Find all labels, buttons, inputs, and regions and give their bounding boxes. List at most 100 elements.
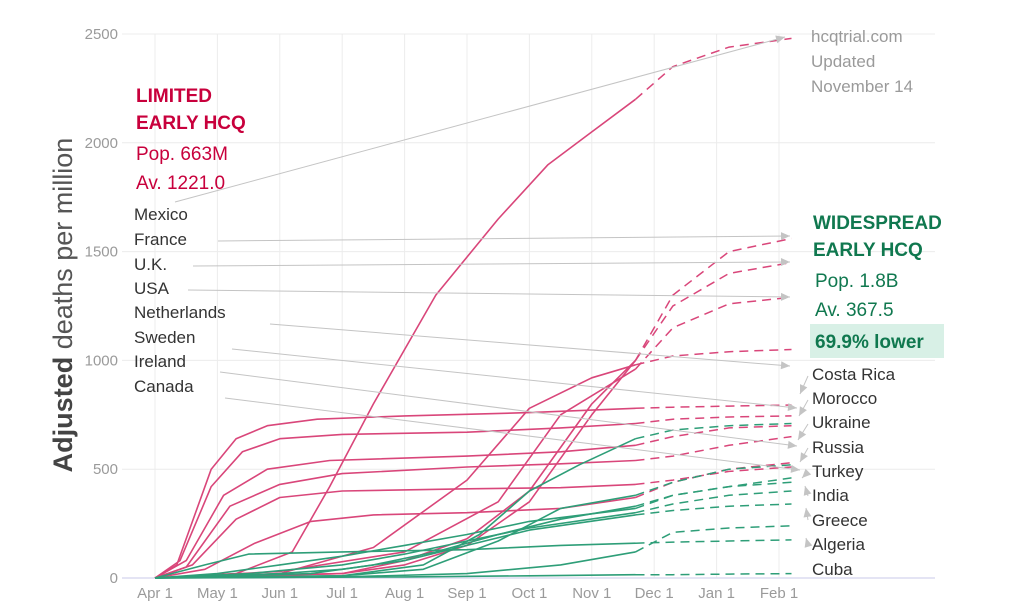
y-tick-label: 1500 [85,244,118,261]
limited-projection-line [635,404,792,410]
limited-country-label: U.K. [134,255,167,274]
limited-series-line [154,496,636,579]
limited-series-line [154,422,636,579]
y-tick-label: 0 [110,570,118,587]
widespread-projection-line [635,477,792,507]
x-tick-label: Jul 1 [326,585,358,602]
credit-line-1: hcqtrial.com [811,27,903,46]
widespread-title-2: EARLY HCQ [813,240,923,261]
widespread-country-label: Greece [812,511,868,530]
limited-projection-line [634,261,792,361]
lower-badge-bg [810,324,944,358]
widespread-projection-line [635,490,792,514]
gridlines [122,33,935,579]
limited-projection-line [635,37,792,100]
widespread-projection-line [635,503,792,516]
label-arrow [799,375,809,395]
label-arrow [187,289,791,301]
credit: hcqtrial.com Updated November 14 [811,27,913,96]
widespread-country-label: Russia [812,438,865,457]
limited-legend: LIMITED EARLY HCQ Pop. 663M Av. 1221.0 [136,86,246,194]
axis-ticks: 0 500 1000 1500 2000 2500 Apr 1 May 1 Jun 1 Jul 1… [85,26,799,602]
label-arrow [803,507,812,521]
label-arrow [804,537,813,548]
limited-title-2: EARLY HCQ [136,113,246,134]
limited-country-label: Canada [134,377,194,396]
y-tick-label: 2000 [85,135,118,152]
label-arrow [174,35,786,203]
label-arrow [192,258,791,267]
limited-avg: Av. 1221.0 [136,173,225,194]
widespread-pop: Pop. 1.8B [815,271,898,292]
x-tick-label: Feb 1 [760,585,798,602]
widespread-country-label: Algeria [812,535,865,554]
widespread-series-line [154,542,636,579]
limited-series-line [154,98,636,579]
limited-country-label: Ireland [134,352,186,371]
limited-country-label: France [134,230,187,249]
limited-projection-line [635,461,792,499]
label-arrow [231,348,798,412]
lower-badge: 69.9% lower [815,332,924,353]
x-tick-label: Sep 1 [447,585,486,602]
limited-country-label: Netherlands [134,303,226,322]
y-tick-label: 1000 [85,352,118,369]
x-tick-label: Apr 1 [137,585,173,602]
y-axis-title: Adjusted deaths per million [48,138,78,473]
widespread-series-line [154,514,636,579]
label-arrow [797,423,809,441]
widespread-projection-line [635,464,792,497]
credit-line-2: Updated [811,52,875,71]
label-arrows [174,35,813,548]
limited-projection-line [635,424,792,447]
limited-country-labels: Mexico France U.K. USA Netherlands Sweden Irel… [134,205,226,396]
x-tick-label: Aug 1 [385,585,424,602]
widespread-country-label: Cuba [812,560,853,579]
widespread-country-label: India [812,486,849,505]
label-arrow [269,323,791,370]
widespread-title-1: WIDESPREAD [813,213,942,234]
label-arrow [224,397,801,473]
label-arrow [801,468,812,479]
label-arrow [803,485,812,497]
label-arrow [798,399,809,417]
widespread-country-label: Costa Rica [812,365,896,384]
x-tick-label: Nov 1 [572,585,611,602]
x-tick-label: Oct 1 [511,585,547,602]
y-tick-label: 500 [93,461,118,478]
series-lines [154,37,792,579]
widespread-projection-line [635,572,792,576]
widespread-avg: Av. 367.5 [815,300,894,321]
limited-projection-line [635,348,792,366]
x-tick-label: Jan 1 [698,585,735,602]
limited-projection-line [635,415,792,425]
x-tick-label: Jun 1 [261,585,298,602]
label-arrow [799,447,809,463]
limited-projection-line [634,296,792,370]
limited-series-line [154,483,636,579]
limited-country-label: USA [134,279,170,298]
widespread-projection-line [635,481,792,510]
widespread-legend: WIDESPREAD EARLY HCQ Pop. 1.8B Av. 367.5… [810,213,944,358]
widespread-projection-line [635,422,792,440]
limited-series-line [154,444,636,579]
limited-title-1: LIMITED [136,86,212,107]
widespread-series-line [154,507,636,579]
limited-country-label: Sweden [134,328,195,347]
y-tick-label: 2500 [85,26,118,43]
widespread-series-line [154,494,636,579]
widespread-country-label: Morocco [812,389,877,408]
limited-series-line [154,407,636,579]
widespread-series-line [154,511,636,579]
limited-pop: Pop. 663M [136,144,228,165]
widespread-country-label: Ukraine [812,413,871,432]
limited-series-line [154,459,636,579]
widespread-projection-line [635,525,792,553]
widespread-series-line [154,505,636,579]
label-arrow [217,232,791,242]
x-tick-label: May 1 [197,585,238,602]
credit-line-3: November 14 [811,77,913,96]
limited-series-line [154,359,637,579]
label-arrow [219,371,798,449]
